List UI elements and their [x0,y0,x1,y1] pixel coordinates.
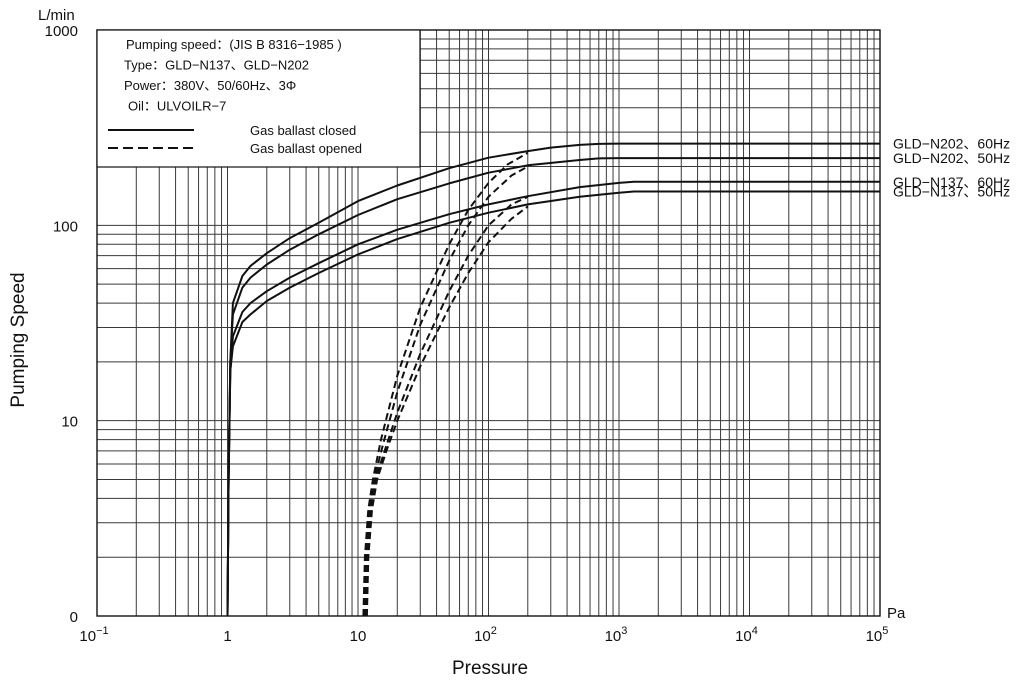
labels: GLD−N202、60HzGLD−N202、50HzGLD−N137、60HzG… [8,7,1010,679]
x-tick-label: 1 [223,628,231,645]
y-tick-label: 100 [53,218,78,235]
info-legend-box: Pumping speed：(JIS B 8316−1985 ) Type：GLD… [96,29,421,168]
y-axis-title: Pumping Speed [8,272,29,407]
legend-label: Gas ballast opened [250,141,362,156]
series-line-1 [226,157,880,617]
info-box [96,29,421,168]
series-lines [226,142,880,617]
x-axis-title: Pressure [452,658,528,679]
info-line: Power：380V、50/60Hz、3Φ [124,78,296,93]
y-tick-label: 1000 [45,23,78,40]
x-tick-label: 103 [605,625,628,645]
series-label: GLD−N202、60Hz [893,136,1010,152]
info-line: Oil：ULVOILR−7 [128,99,226,114]
x-tick-label: 10 [350,628,367,645]
series-line-0 [226,142,880,617]
series-label: GLD−N137、50Hz [893,184,1010,200]
x-tick-label: 102 [474,625,497,645]
plot-frame [96,29,881,617]
info-line: Type：GLD−N137、GLD−N202 [124,58,309,73]
series-line-dashed-4 [362,152,529,617]
x-tick-label: 105 [866,625,889,645]
y-tick-label: 0 [70,609,78,626]
x-unit-label: Pa [887,605,906,622]
legend-label: Gas ballast closed [250,123,356,138]
info-line: Pumping speed：(JIS B 8316−1985 ) [126,37,342,52]
series-line-dashed-6 [364,195,529,617]
y-tick-label: 10 [61,414,78,431]
x-tick-label: 104 [735,625,758,645]
series-line-2 [226,180,880,617]
x-tick-label: 10−1 [79,625,108,645]
y-unit-label: L/min [38,7,75,24]
series-label: GLD−N137、60Hz [893,174,1010,190]
series-line-dashed-7 [365,205,529,617]
series-line-3 [226,190,880,617]
series-label: GLD−N202、50Hz [893,150,1010,166]
